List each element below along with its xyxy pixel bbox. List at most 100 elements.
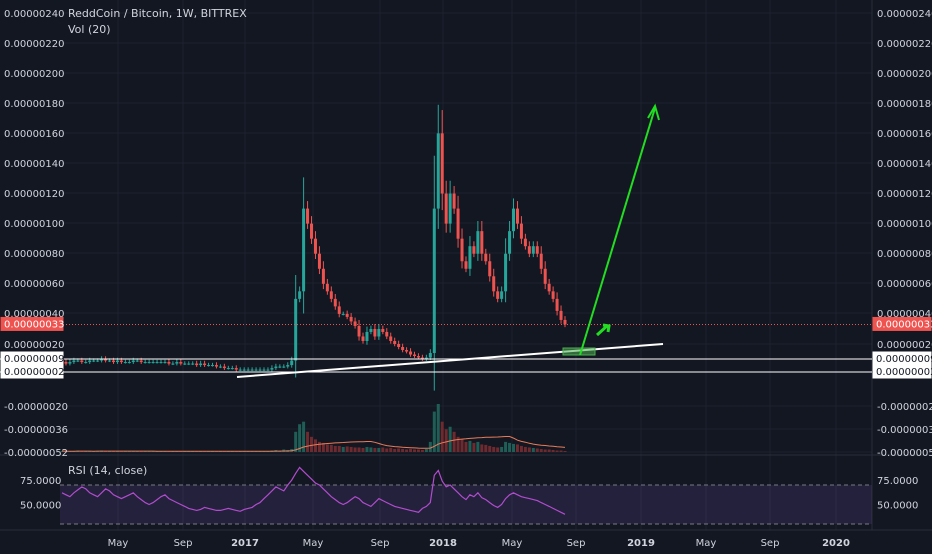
candle-body	[187, 363, 191, 365]
volume-bar	[468, 440, 472, 452]
candle-body	[341, 313, 345, 315]
volume-bar	[111, 451, 115, 452]
volume-bar	[377, 447, 381, 452]
candle-body	[464, 261, 468, 269]
volume-bar	[436, 404, 440, 452]
volume-bar	[337, 445, 341, 452]
candle-body	[310, 223, 314, 239]
candle-body	[472, 246, 476, 254]
candle-body	[440, 133, 444, 194]
volume-bar	[401, 448, 405, 452]
candle-body	[286, 365, 290, 367]
volume-bar	[139, 451, 143, 452]
volume-bar	[369, 447, 373, 452]
y-tick-label-left: 0.00000080	[4, 249, 64, 260]
target-arrow	[579, 107, 656, 356]
volume-bar	[393, 448, 397, 452]
candle-body	[108, 360, 112, 362]
y-tick-label-left: -0.00000036	[4, 425, 68, 436]
candle-body	[115, 360, 119, 363]
candle-body	[543, 268, 547, 284]
volume-bar	[333, 445, 337, 452]
y-tick-label-left: 0.00000100	[4, 219, 64, 230]
volume-bar	[452, 431, 456, 452]
candle-body	[444, 193, 448, 224]
candle-body	[412, 354, 416, 357]
volume-bar	[500, 446, 504, 452]
candle-body	[531, 246, 535, 254]
candle-body	[175, 362, 179, 364]
candle-body	[563, 319, 567, 325]
y-tick-label-right: 0.00000060	[877, 279, 932, 290]
volume-bar	[488, 445, 492, 452]
target-arrow-head	[647, 103, 660, 121]
volume-bar	[456, 436, 460, 452]
candle-body	[480, 231, 484, 254]
rocket-icon	[595, 323, 611, 337]
candle-body	[369, 328, 373, 332]
candle-body	[226, 368, 230, 370]
candle-body	[282, 366, 286, 368]
candle-body	[100, 359, 104, 361]
y-tick-label-left: 0.00000020	[4, 340, 64, 351]
volume-bar	[131, 451, 135, 452]
y-tick-label-right: 0.00000200	[877, 69, 932, 80]
volume-bar	[302, 421, 306, 452]
candle-body	[147, 362, 151, 364]
y-tick-label-right: 0.00000220	[877, 39, 932, 50]
candle-body	[365, 331, 369, 341]
volume-bar	[440, 421, 444, 452]
candle-body	[476, 231, 480, 254]
volume-ma-line	[61, 436, 566, 452]
candle-body	[96, 360, 100, 362]
volume-bar	[412, 449, 416, 452]
volume-bar	[385, 448, 389, 452]
chart-subtitle: Vol (20)	[68, 23, 111, 36]
candle-body	[111, 360, 115, 363]
candle-body	[515, 208, 519, 224]
last-price-left-box	[0, 316, 64, 331]
line-lower-left-label: 0.00000002	[4, 367, 64, 378]
volume-bar	[345, 446, 349, 452]
last-price-left-label: 0.00000033	[4, 319, 64, 330]
candle-body	[238, 369, 242, 371]
last-price-right-box	[872, 316, 932, 331]
x-tick-label: 2017	[231, 538, 259, 549]
volume-bar	[341, 446, 345, 452]
candle-body	[416, 356, 420, 358]
candle-body	[357, 325, 361, 337]
candle-body	[211, 365, 215, 367]
y-tick-label-left: 0.00000220	[4, 39, 64, 50]
candle-body	[361, 336, 365, 341]
target-box	[562, 347, 596, 356]
candle-body	[333, 298, 337, 307]
candle-body	[345, 313, 349, 317]
candle-body	[294, 298, 298, 361]
y-tick-label-right: 0.00000040	[877, 309, 932, 320]
candle-body	[405, 350, 409, 352]
y-tick-label-left: -0.00000052	[4, 448, 68, 459]
candle-body	[353, 321, 357, 326]
y-tick-label-right: 0.00000180	[877, 99, 932, 110]
volume-bar	[389, 447, 393, 452]
volume-bar	[397, 448, 401, 452]
volume-bar	[175, 451, 179, 452]
y-tick-label-left: 0.00000060	[4, 279, 64, 290]
line-lower-right-box	[872, 364, 932, 379]
rsi-tick-label-left: 75.0000	[20, 476, 61, 487]
candle-body	[254, 369, 258, 371]
volume-bar	[92, 451, 96, 452]
candle-body	[84, 362, 88, 364]
line-lower-right-label: 0.00000002	[876, 367, 932, 378]
volume-bar	[555, 450, 559, 452]
volume-bar	[310, 436, 314, 452]
candle-body	[389, 336, 393, 341]
candle-body	[151, 362, 155, 364]
y-tick-label-left: 0.00000120	[4, 189, 64, 200]
volume-bar	[527, 447, 531, 452]
volume-bar	[357, 447, 361, 452]
candle-body	[290, 360, 294, 366]
candle-body	[222, 366, 226, 369]
